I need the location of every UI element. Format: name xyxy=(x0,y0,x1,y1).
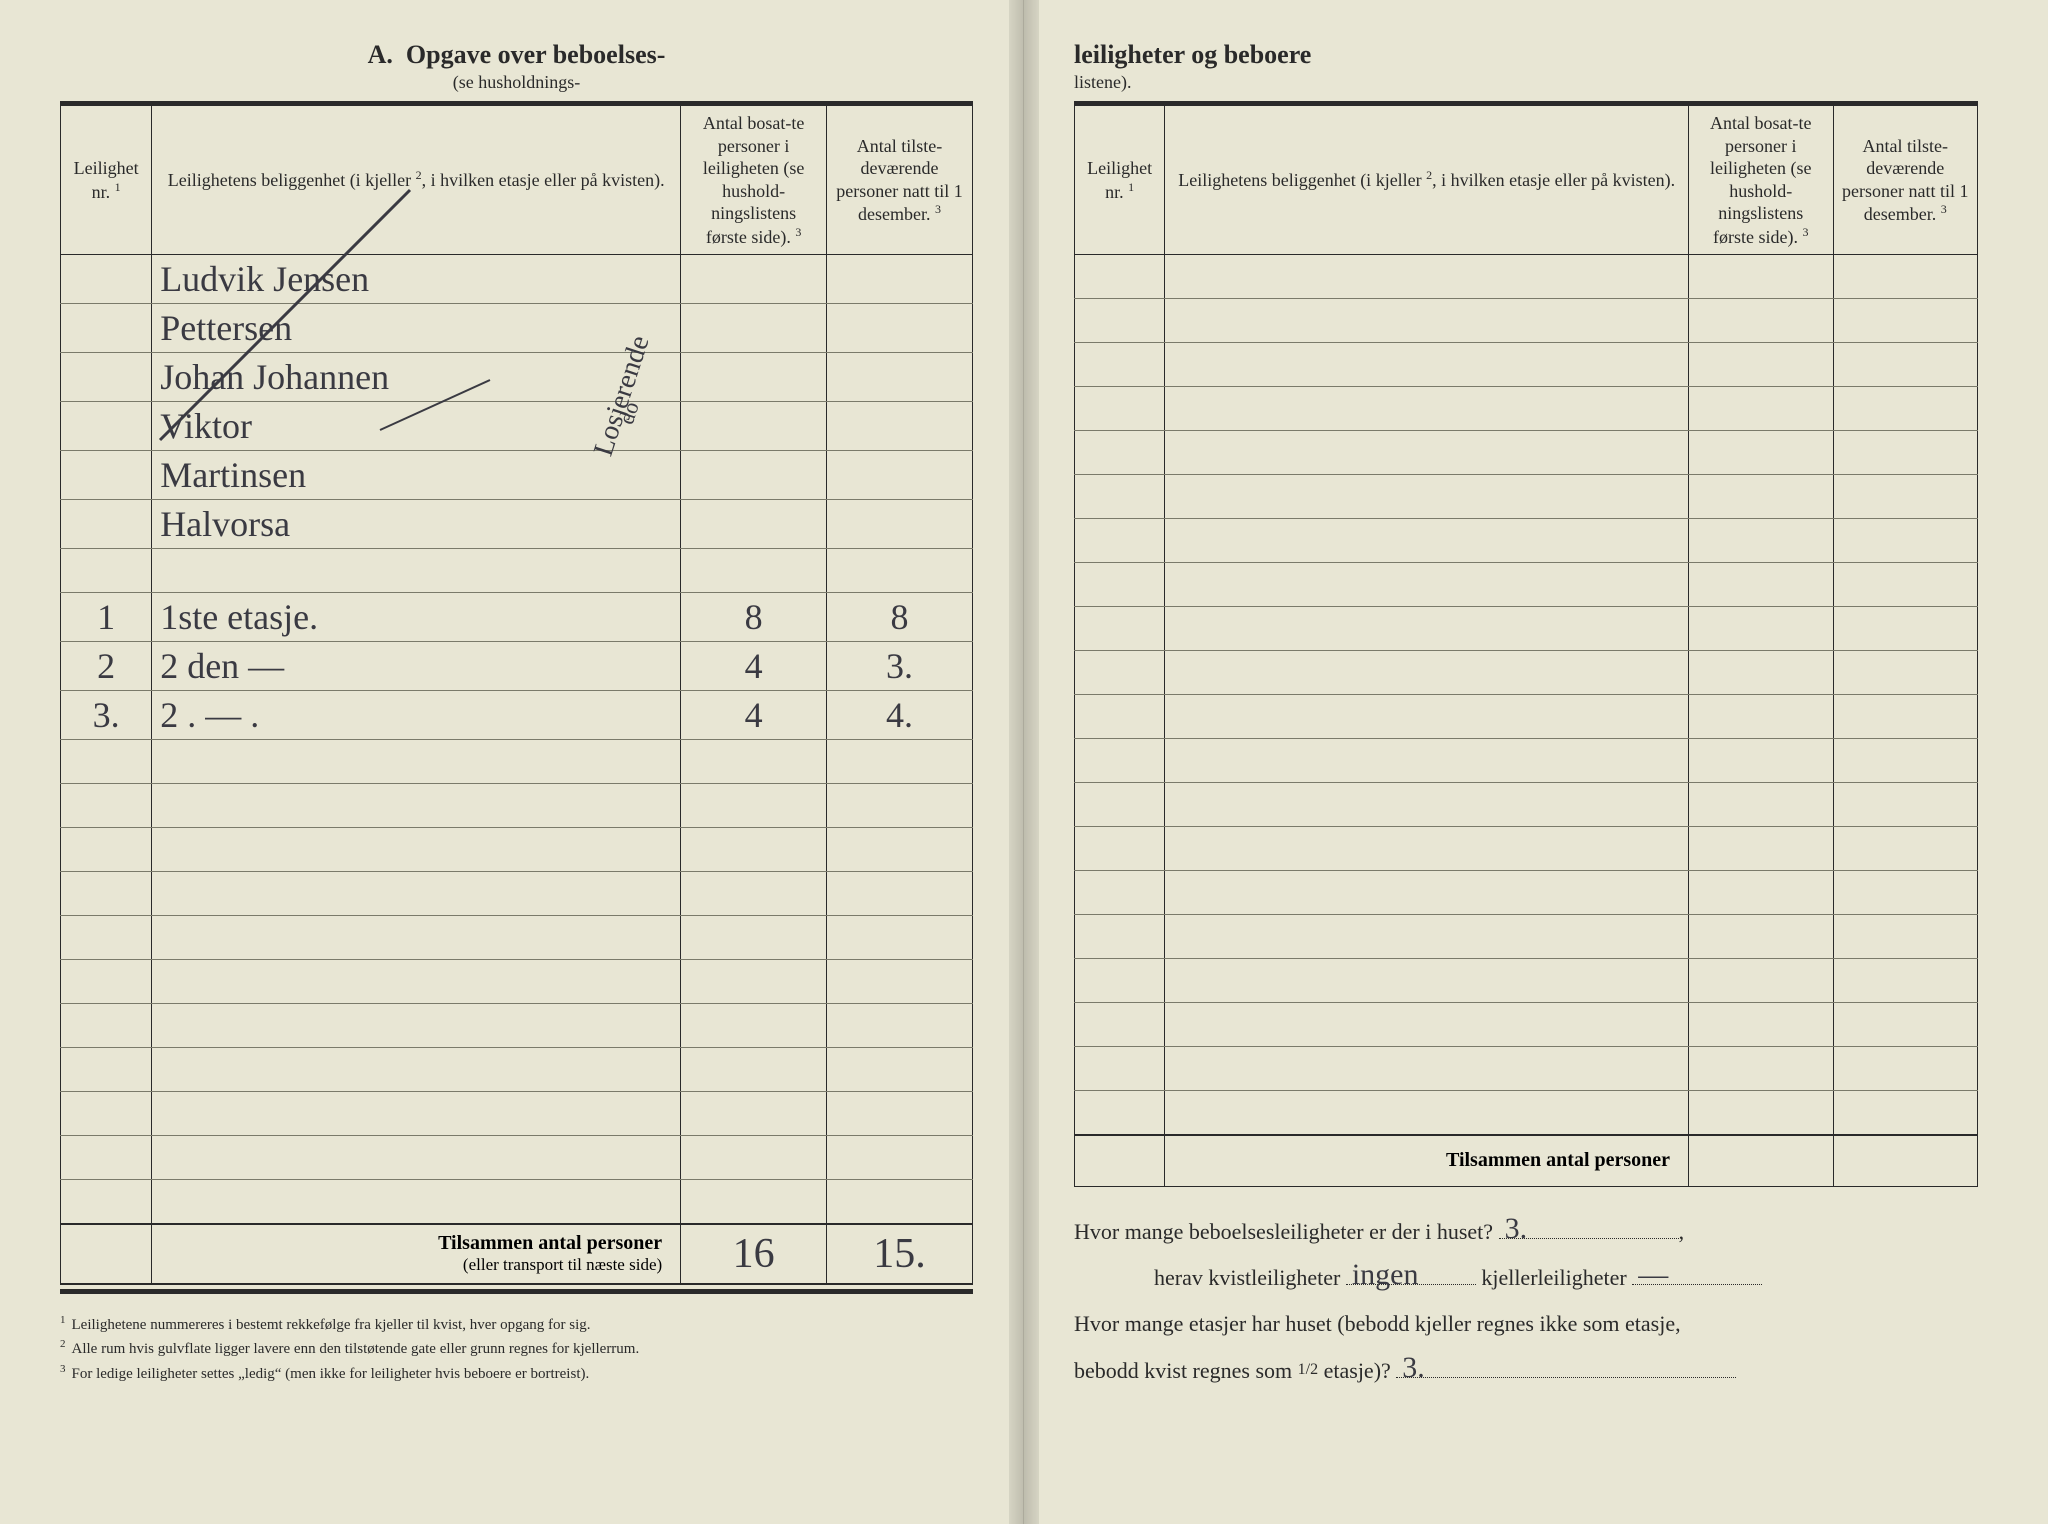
col-nr: Leilighet nr. 1 xyxy=(61,106,152,255)
q3a-text: Hvor mange etasjer har huset (bebodd kje… xyxy=(1074,1311,1681,1336)
q2b-text: kjellerleiligheter xyxy=(1481,1265,1626,1290)
right-title: leiligheter og beboere xyxy=(1074,40,1978,70)
title-main-left: Opgave over beboelses- xyxy=(406,40,666,69)
footnote-3: For ledige leiligheter settes „ledig“ (m… xyxy=(72,1366,590,1382)
q2a-text: herav kvistleiligheter xyxy=(1154,1265,1340,1290)
row-til: 4. xyxy=(827,691,973,740)
row-til: 3. xyxy=(827,642,973,691)
q1-text: Hvor mange beboelsesleiligheter er der i… xyxy=(1074,1219,1493,1244)
name-row: Pettersen xyxy=(152,304,681,353)
left-page: A. Opgave over beboelses- (se husholdnin… xyxy=(0,0,1024,1524)
q2-answer1: ingen xyxy=(1352,1260,1419,1290)
name-row: Martinsen xyxy=(152,451,681,500)
form-table-right: Leilighet nr. 1 Leilighetens beliggenhet… xyxy=(1074,105,1978,1187)
row-bos: 4 xyxy=(681,691,827,740)
questions-block: Hvor mange beboelsesleiligheter er der i… xyxy=(1074,1209,1978,1394)
row-nr: 3. xyxy=(61,691,152,740)
row-bos: 4 xyxy=(681,642,827,691)
row-loc: 2 . — . xyxy=(152,691,681,740)
totals-til: 15. xyxy=(827,1224,973,1284)
row-bos: 8 xyxy=(681,593,827,642)
col-loc: Leilighetens beliggenhet (i kjeller 2, i… xyxy=(152,106,681,255)
right-subtitle: listene). xyxy=(1074,72,1978,93)
left-title: A. Opgave over beboelses- xyxy=(60,40,973,70)
footnote-2: Alle rum hvis gulvflate ligger lavere en… xyxy=(72,1341,640,1357)
q3c-text: etasje)? xyxy=(1318,1358,1391,1383)
q3b-text: bebodd kvist regnes som xyxy=(1074,1358,1298,1383)
footnotes: 1Leilighetene nummereres i bestemt rekke… xyxy=(60,1312,973,1386)
name-row: Halvorsa xyxy=(152,500,681,549)
left-subtitle: (se husholdnings- xyxy=(60,72,973,93)
row-nr: 1 xyxy=(61,593,152,642)
form-table-left: Leilighet nr. 1 Leilighetens beliggenhet… xyxy=(60,105,973,1285)
row-loc: 1ste etasje. xyxy=(152,593,681,642)
totals-label: Tilsammen antal personer (eller transpor… xyxy=(152,1224,681,1284)
q2-answer2: — xyxy=(1638,1260,1668,1290)
footnote-1: Leilighetene nummereres i bestemt rekkef… xyxy=(72,1317,591,1333)
half: 1/2 xyxy=(1298,1361,1318,1378)
q3-answer: 3. xyxy=(1402,1353,1425,1383)
col-nr: Leilighet nr. 1 xyxy=(1075,106,1165,255)
thick-rule xyxy=(60,1289,973,1294)
col-bosatte: Antal bosat-te personer i leiligheten (s… xyxy=(1689,106,1833,255)
name-row: Ludvik Jensen xyxy=(152,255,681,304)
col-bosatte: Antal bosat-te personer i leiligheten (s… xyxy=(681,106,827,255)
title-prefix: A. xyxy=(368,40,393,69)
col-loc: Leilighetens beliggenhet (i kjeller 2, i… xyxy=(1165,106,1689,255)
totals-bos: 16 xyxy=(681,1224,827,1284)
row-loc: 2 den — xyxy=(152,642,681,691)
name-row: Johan Johannen xyxy=(152,353,681,402)
row-til: 8 xyxy=(827,593,973,642)
q1-answer: 3. xyxy=(1505,1214,1528,1244)
col-tilstede: Antal tilste-deværende personer natt til… xyxy=(1833,106,1977,255)
row-nr: 2 xyxy=(61,642,152,691)
totals-right-label: Tilsammen antal personer xyxy=(1165,1135,1689,1187)
col-tilstede: Antal tilste-deværende personer natt til… xyxy=(827,106,973,255)
right-page: leiligheter og beboere listene). Leiligh… xyxy=(1024,0,2048,1524)
